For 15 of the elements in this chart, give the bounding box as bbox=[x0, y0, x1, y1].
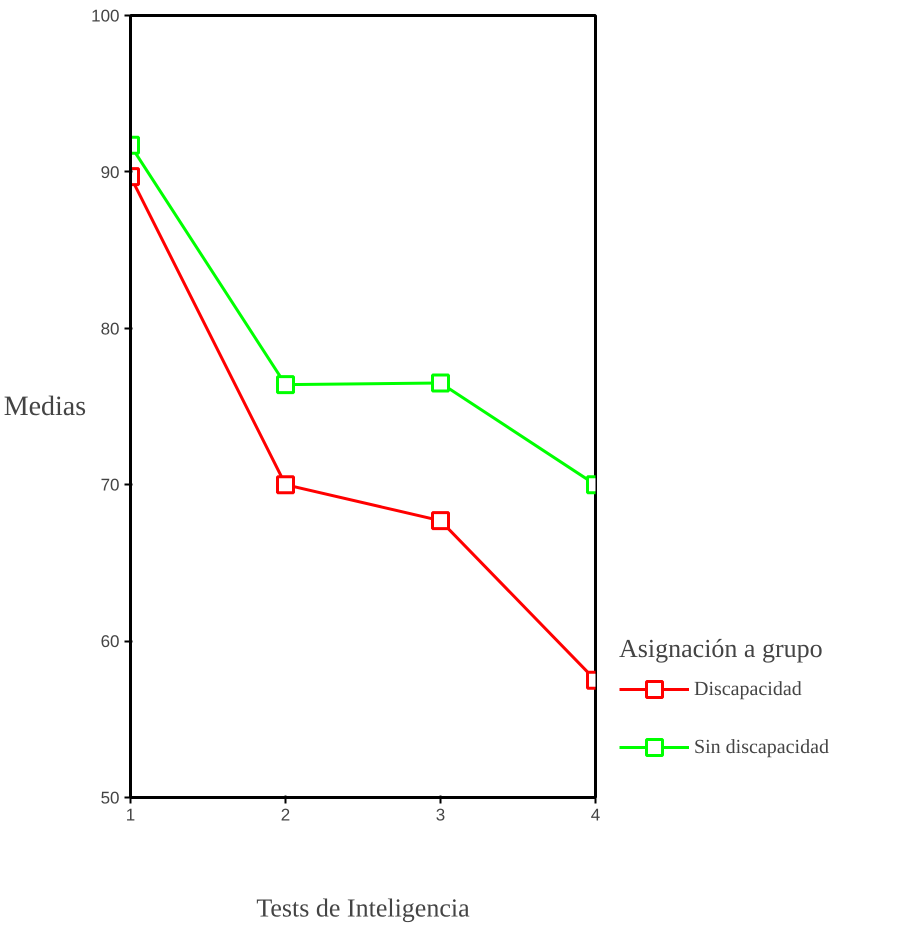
legend-title: Asignación a grupo bbox=[619, 634, 824, 664]
y-axis-title: Medias bbox=[4, 391, 86, 422]
legend-label: Sin discapacidad bbox=[694, 736, 829, 758]
y-tick-label: 50 bbox=[100, 788, 120, 808]
y-tick-label: 90 bbox=[100, 162, 120, 182]
x-tick-label: 1 bbox=[126, 806, 136, 824]
y-tick-label: 70 bbox=[100, 476, 120, 495]
x-tick-label: 4 bbox=[590, 806, 600, 824]
y-tick-label: 100 bbox=[91, 6, 120, 26]
y-tick-label: 80 bbox=[100, 319, 120, 338]
legend-label: Discapacidad bbox=[694, 678, 802, 700]
x-tick-label: 3 bbox=[436, 806, 446, 824]
x-tick-label: 2 bbox=[280, 806, 290, 824]
y-tick-label: 60 bbox=[100, 632, 120, 652]
x-axis-title: Tests de Inteligencia bbox=[256, 894, 470, 922]
